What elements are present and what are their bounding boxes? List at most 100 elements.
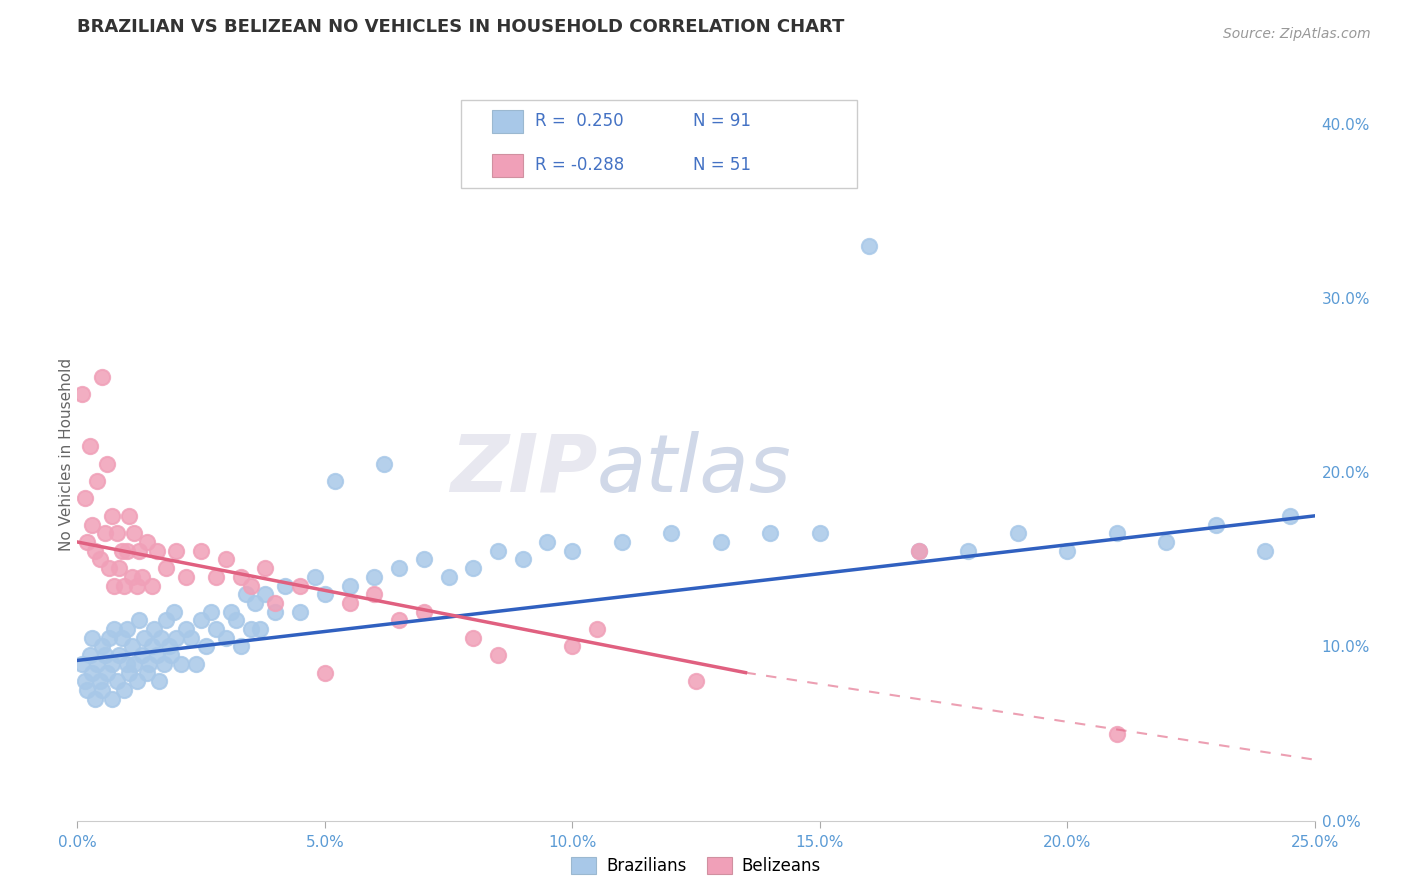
Point — [155, 561, 177, 575]
Point — [128, 613, 150, 627]
Point — [112, 578, 135, 592]
Point — [135, 665, 157, 680]
Point — [195, 640, 218, 654]
Point — [91, 683, 114, 698]
Point — [1278, 508, 1301, 523]
Point — [174, 570, 197, 584]
Point — [138, 657, 160, 671]
Text: Source: ZipAtlas.com: Source: ZipAtlas.com — [1223, 27, 1371, 41]
Point — [103, 622, 125, 636]
Point — [314, 665, 336, 680]
Point — [112, 683, 135, 698]
Text: ZIP: ZIP — [450, 431, 598, 508]
Bar — [492, 110, 523, 133]
Point — [82, 631, 104, 645]
Point — [174, 622, 197, 636]
Point — [388, 561, 411, 575]
Point — [225, 613, 247, 627]
Point — [141, 640, 163, 654]
Point — [165, 631, 187, 645]
Point — [118, 665, 141, 680]
Point — [96, 665, 118, 680]
Point — [288, 578, 311, 592]
Point — [155, 613, 177, 627]
Point — [79, 648, 101, 663]
Point — [586, 622, 609, 636]
Point — [108, 561, 131, 575]
Point — [205, 570, 228, 584]
Point — [1105, 726, 1128, 740]
Point — [288, 605, 311, 619]
Bar — [492, 153, 523, 177]
Point — [200, 605, 222, 619]
Point — [1154, 535, 1177, 549]
Point — [135, 535, 157, 549]
Point — [105, 674, 128, 689]
Point — [91, 369, 114, 384]
Point — [134, 631, 156, 645]
Point — [83, 543, 105, 558]
Point — [957, 543, 980, 558]
Point — [907, 543, 929, 558]
Point — [98, 631, 121, 645]
Text: R =  0.250: R = 0.250 — [536, 112, 624, 130]
Point — [163, 605, 186, 619]
Point — [157, 640, 180, 654]
Point — [239, 622, 262, 636]
Point — [150, 631, 173, 645]
Point — [76, 535, 98, 549]
Point — [148, 674, 170, 689]
Point — [373, 457, 395, 471]
Bar — [461, 100, 856, 188]
Point — [82, 517, 104, 532]
Point — [190, 543, 212, 558]
Text: atlas: atlas — [598, 431, 792, 508]
Point — [536, 535, 558, 549]
Point — [86, 474, 108, 488]
Text: BRAZILIAN VS BELIZEAN NO VEHICLES IN HOUSEHOLD CORRELATION CHART: BRAZILIAN VS BELIZEAN NO VEHICLES IN HOU… — [77, 18, 845, 36]
Point — [184, 657, 207, 671]
Point — [190, 613, 212, 627]
Point — [103, 578, 125, 592]
Point — [388, 613, 411, 627]
Point — [486, 543, 509, 558]
Point — [710, 535, 733, 549]
Point — [128, 543, 150, 558]
Point — [96, 457, 118, 471]
Point — [254, 561, 277, 575]
Point — [111, 631, 134, 645]
Point — [98, 561, 121, 575]
Legend: Brazilians, Belizeans: Brazilians, Belizeans — [561, 847, 831, 886]
Point — [412, 605, 434, 619]
Point — [323, 474, 346, 488]
Point — [561, 640, 583, 654]
Point — [72, 657, 94, 671]
Point — [229, 640, 252, 654]
Point — [229, 570, 252, 584]
Point — [153, 657, 176, 671]
Point — [339, 596, 361, 610]
Point — [561, 543, 583, 558]
Point — [1007, 526, 1029, 541]
Point — [363, 587, 385, 601]
Point — [115, 657, 138, 671]
Point — [205, 622, 228, 636]
Point — [122, 526, 145, 541]
Point — [131, 570, 153, 584]
Point — [79, 439, 101, 453]
Point — [249, 622, 271, 636]
Point — [131, 648, 153, 663]
Point — [1056, 543, 1078, 558]
Point — [111, 543, 134, 558]
Text: N = 91: N = 91 — [693, 112, 751, 130]
Point — [437, 570, 460, 584]
Point — [1205, 517, 1227, 532]
Point — [858, 239, 880, 253]
Point — [759, 526, 782, 541]
Point — [82, 665, 104, 680]
Point — [101, 691, 124, 706]
Point — [122, 657, 145, 671]
Point — [685, 674, 707, 689]
Point — [170, 657, 193, 671]
Point — [83, 691, 105, 706]
